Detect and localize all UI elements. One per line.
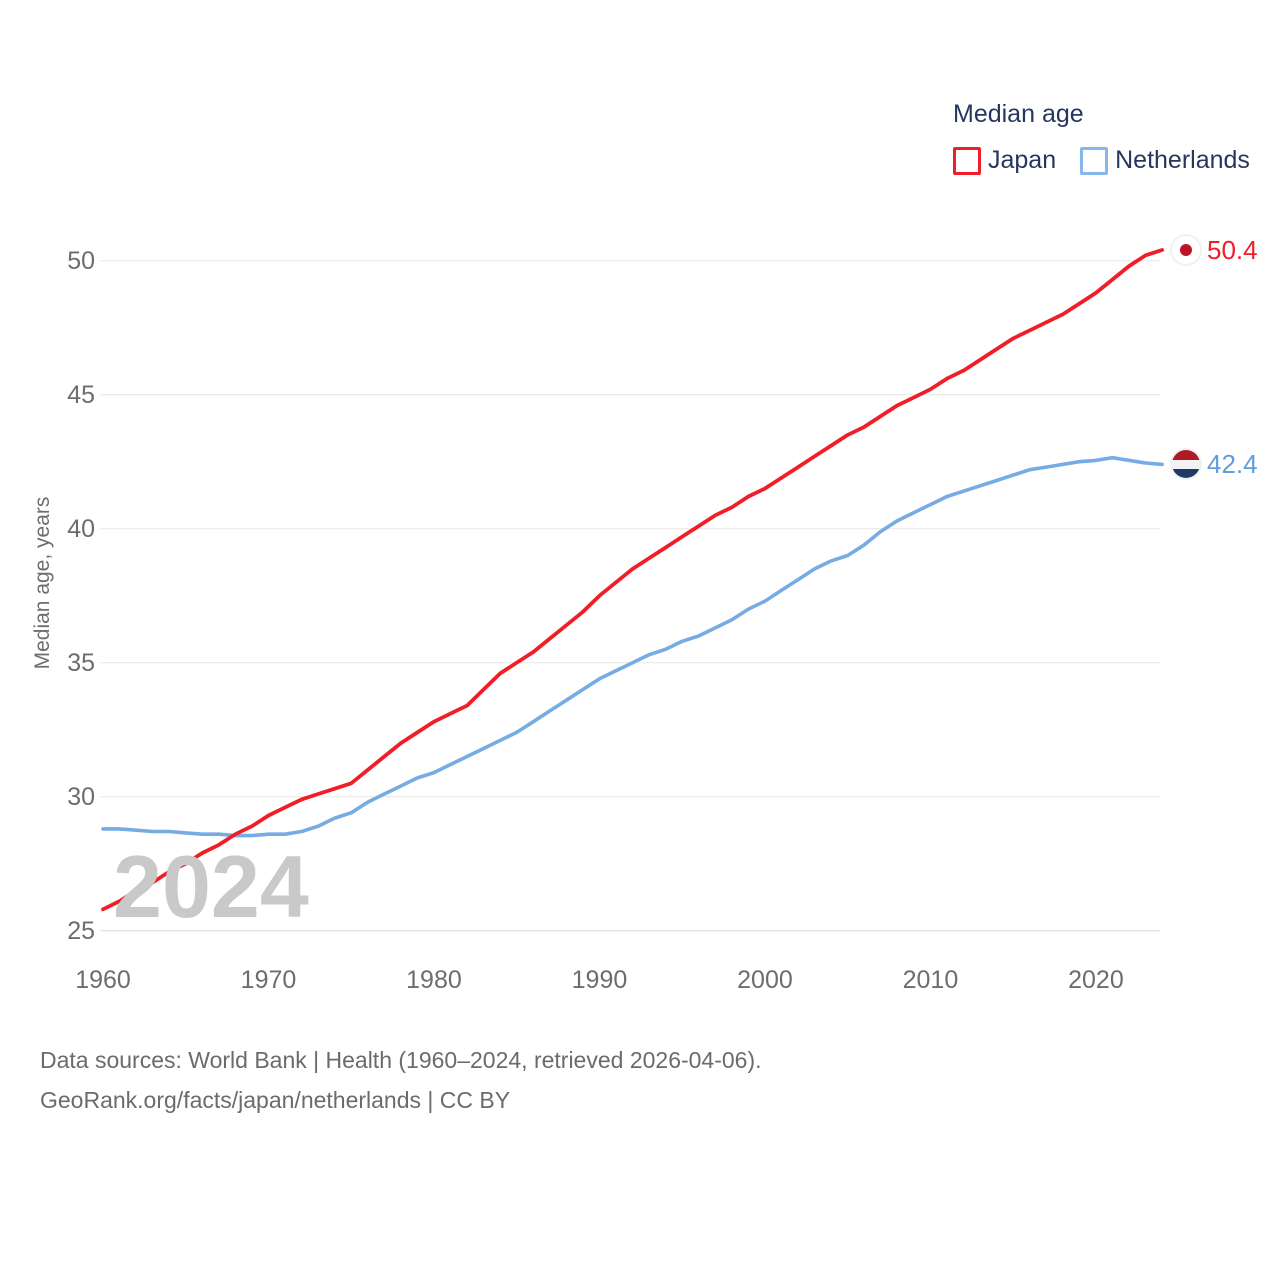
y-tick-30: 30	[67, 782, 95, 811]
japan-end-value: 50.4	[1207, 234, 1258, 265]
japan-flag-icon	[1172, 235, 1200, 264]
y-tick-45: 45	[67, 380, 95, 409]
legend-items: Japan Netherlands	[953, 146, 1250, 175]
y-tick-40: 40	[67, 514, 95, 543]
legend-item-netherlands[interactable]: Netherlands	[1080, 146, 1250, 175]
x-tick-2020: 2020	[1068, 966, 1124, 994]
netherlands-line	[101, 455, 1164, 838]
watermark-year: 2024	[113, 837, 309, 936]
japan-swatch-icon	[953, 146, 981, 175]
y-tick-25: 25	[67, 916, 95, 945]
x-tick-1990: 1990	[571, 966, 628, 994]
legend: Median age Japan Netherlands	[953, 100, 1250, 175]
legend-label-japan: Japan	[988, 146, 1057, 174]
data-sources-line: Data sources: World Bank | Health (1960–…	[40, 1047, 762, 1073]
attribution-line: GeoRank.org/facts/japan/netherlands | CC…	[40, 1087, 511, 1113]
footer: Data sources: World Bank | Health (1960–…	[40, 1040, 762, 1120]
netherlands-swatch-icon	[1080, 146, 1109, 175]
netherlands-flag-icon	[1172, 450, 1200, 479]
y-tick-50: 50	[67, 246, 95, 275]
x-tick-2010: 2010	[902, 966, 959, 994]
legend-title: Median age	[953, 100, 1084, 128]
legend-label-netherlands: Netherlands	[1115, 146, 1250, 174]
x-tick-1980: 1980	[406, 966, 462, 994]
x-tick-1970: 1970	[240, 966, 297, 994]
y-tick-35: 35	[67, 648, 95, 677]
japan-line	[101, 248, 1164, 912]
x-tick-1960: 1960	[75, 966, 131, 994]
legend-item-japan[interactable]: Japan	[953, 146, 1056, 175]
x-tick-2000: 2000	[737, 966, 793, 994]
japan-flag-dot	[1180, 243, 1192, 256]
netherlands-end-value: 42.4	[1207, 449, 1258, 480]
